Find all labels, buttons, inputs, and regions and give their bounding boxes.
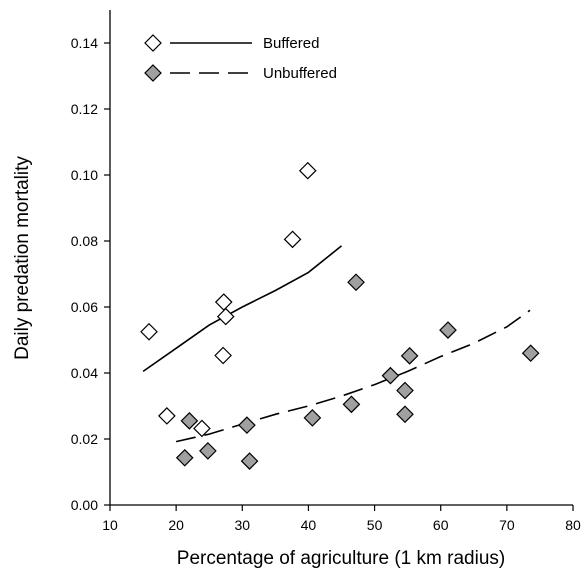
data-points (140, 161, 540, 470)
unbuffered-data-point (347, 273, 365, 292)
unbuffered-data-point (521, 344, 540, 363)
x-axis-title: Percentage of agriculture (1 km radius) (177, 548, 505, 569)
fit-lines (142, 245, 531, 443)
legend-label-buffered: Buffered (263, 35, 319, 52)
buffered-data-point (214, 346, 232, 365)
unbuffered-data-point (240, 452, 259, 470)
x-ticks: 10 20 30 40 50 60 70 80 (102, 505, 581, 533)
axes (109, 10, 573, 506)
legend-marker-unbuffered (144, 64, 162, 82)
legend-label-unbuffered: Unbuffered (263, 65, 337, 82)
x-tick-label: 40 (301, 517, 317, 533)
unbuffered-data-point (381, 366, 400, 385)
buffered-data-point (158, 407, 176, 425)
buffered-data-point (298, 161, 317, 180)
y-tick-label: 0.00 (71, 497, 98, 513)
y-axis-title: Daily predation mortality (12, 156, 33, 360)
unbuffered-data-point (396, 381, 414, 400)
buffered-data-point (216, 307, 235, 326)
buffered-fit-line (142, 245, 342, 373)
buffered-data-point (140, 322, 158, 341)
buffered-data-point (214, 293, 233, 311)
x-tick-label: 80 (565, 517, 581, 533)
unbuffered-data-point (180, 412, 199, 430)
unbuffered-data-point (342, 395, 361, 414)
unbuffered-data-point (175, 448, 194, 467)
y-tick-label: 0.02 (71, 431, 98, 447)
y-ticks: 0.00 0.02 0.04 0.06 0.08 0.10 0.12 0.14 (71, 35, 110, 513)
buffered-data-point (193, 419, 211, 438)
y-tick-label: 0.04 (71, 365, 98, 381)
y-tick-label: 0.14 (71, 35, 98, 51)
x-tick-label: 30 (234, 517, 250, 533)
legend-marker-buffered (144, 34, 162, 52)
y-tick-label: 0.12 (71, 101, 98, 117)
x-tick-label: 10 (102, 517, 118, 533)
unbuffered-data-point (238, 416, 256, 434)
x-tick-label: 70 (499, 517, 515, 533)
unbuffered-data-point (439, 321, 457, 339)
x-tick-label: 60 (433, 517, 449, 533)
buffered-data-point (283, 230, 302, 249)
x-tick-label: 20 (168, 517, 184, 533)
unbuffered-data-point (400, 346, 419, 365)
unbuffered-data-point (303, 409, 322, 427)
y-tick-label: 0.08 (71, 233, 98, 249)
y-tick-label: 0.10 (71, 167, 98, 183)
unbuffered-fit-line (175, 309, 531, 443)
legend: Buffered Unbuffered (144, 34, 337, 82)
y-tick-label: 0.06 (71, 299, 98, 315)
unbuffered-data-point (396, 405, 414, 424)
x-tick-label: 50 (367, 517, 383, 533)
unbuffered-data-point (199, 442, 217, 460)
